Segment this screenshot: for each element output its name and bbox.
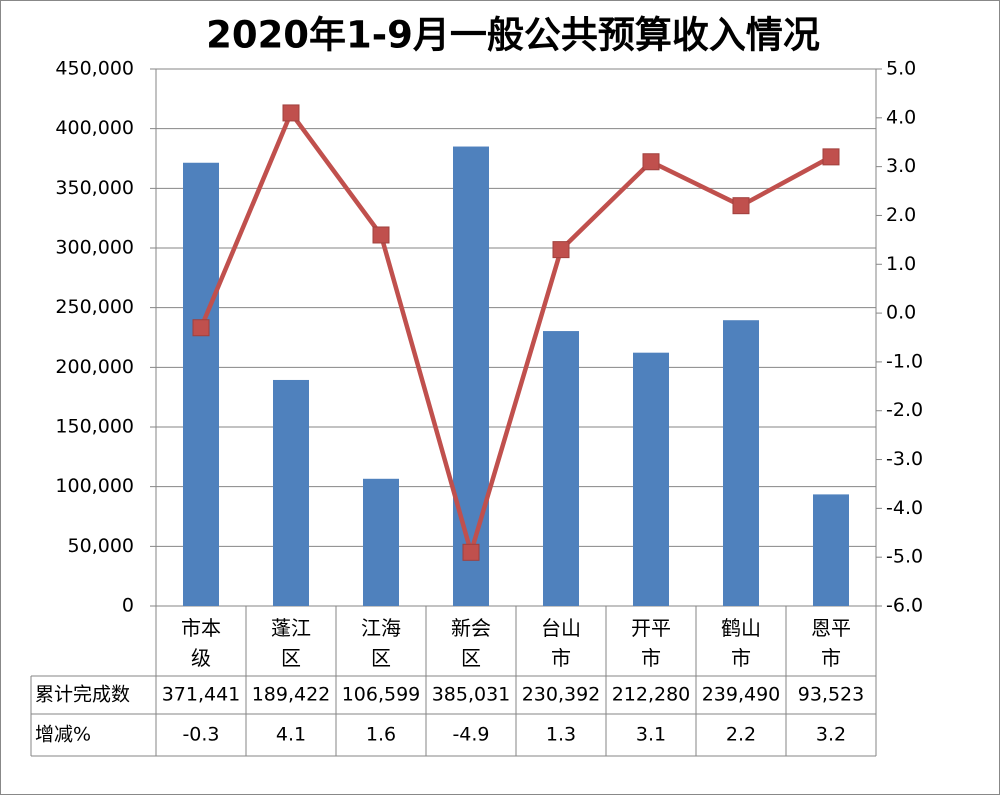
y-tick-label: 300,000 bbox=[55, 237, 134, 259]
table-cell: -0.3 bbox=[182, 724, 219, 746]
y-tick-label: 450,000 bbox=[55, 58, 134, 80]
bar bbox=[273, 379, 309, 606]
x-tick-label: 江海区 bbox=[361, 616, 401, 670]
table-cell: 106,599 bbox=[342, 684, 421, 706]
line-marker bbox=[732, 197, 750, 215]
bar bbox=[813, 494, 849, 606]
y-tick-label: 150,000 bbox=[55, 416, 134, 438]
table-cell: 385,031 bbox=[432, 684, 511, 706]
y2-tick-label: -1.0 bbox=[886, 350, 923, 372]
x-tick-label: 新会区 bbox=[451, 616, 491, 670]
bar bbox=[453, 146, 489, 607]
line-marker bbox=[282, 104, 300, 122]
bar bbox=[723, 320, 759, 606]
table-cell: 3.1 bbox=[636, 724, 666, 746]
line-marker bbox=[192, 319, 210, 337]
y2-tick-label: 5.0 bbox=[886, 58, 916, 80]
x-tick-label: 鹤山市 bbox=[721, 616, 761, 670]
table-cell: 2.2 bbox=[726, 724, 756, 746]
table-cell: 3.2 bbox=[816, 724, 846, 746]
y2-tick-label: -2.0 bbox=[886, 399, 923, 421]
table-cell: 371,441 bbox=[162, 684, 241, 706]
line bbox=[198, 110, 833, 555]
line-marker bbox=[462, 543, 480, 561]
bar bbox=[363, 478, 399, 606]
y2-tick-label: -5.0 bbox=[886, 546, 923, 568]
table-cell: 212,280 bbox=[612, 684, 691, 706]
bar bbox=[633, 352, 669, 606]
y-tick-label: 350,000 bbox=[55, 177, 134, 199]
x-tick-label: 恩平市 bbox=[811, 616, 851, 670]
y-tick-label: 200,000 bbox=[55, 356, 134, 378]
chart-title: 2020年1-9月一般公共预算收入情况 bbox=[206, 14, 820, 57]
y-tick-label: 0 bbox=[122, 595, 134, 617]
bar bbox=[543, 331, 579, 606]
table-row-header: 增减% bbox=[35, 724, 91, 746]
y2-tick-label: 2.0 bbox=[886, 204, 916, 226]
y2-tick-label: 4.0 bbox=[886, 106, 916, 128]
y2-tick-label: 1.0 bbox=[886, 253, 916, 275]
y2-tick-label: 0.0 bbox=[886, 302, 916, 324]
table-cell: 93,523 bbox=[798, 684, 864, 706]
table-cell: 4.1 bbox=[276, 724, 306, 746]
y2-tick-label: 3.0 bbox=[886, 155, 916, 177]
x-tick-label: 开平市 bbox=[631, 616, 671, 670]
table-cell: 1.6 bbox=[366, 724, 396, 746]
y2-tick-label: -4.0 bbox=[886, 497, 923, 519]
x-tick-label: 蓬江区 bbox=[271, 616, 311, 670]
y-tick-label: 50,000 bbox=[68, 535, 134, 557]
line-marker bbox=[822, 148, 840, 166]
table-row-header: 累计完成数 bbox=[35, 684, 130, 706]
table-cell: 239,490 bbox=[702, 684, 781, 706]
x-tick-label: 市本级 bbox=[181, 616, 221, 670]
y-tick-label: 100,000 bbox=[55, 475, 134, 497]
y-tick-label: 400,000 bbox=[55, 117, 134, 139]
table-cell: 189,422 bbox=[252, 684, 331, 706]
y2-tick-label: -3.0 bbox=[886, 448, 923, 470]
table-cell: 230,392 bbox=[522, 684, 601, 706]
line-marker bbox=[552, 241, 570, 259]
table-cell: 1.3 bbox=[546, 724, 576, 746]
table-cell: -4.9 bbox=[452, 724, 489, 746]
y-tick-label: 250,000 bbox=[55, 296, 134, 318]
bar bbox=[183, 162, 219, 606]
x-tick-label: 台山市 bbox=[541, 616, 581, 670]
line-marker bbox=[372, 226, 390, 244]
line-marker bbox=[642, 153, 660, 171]
y2-tick-label: -6.0 bbox=[886, 595, 923, 617]
